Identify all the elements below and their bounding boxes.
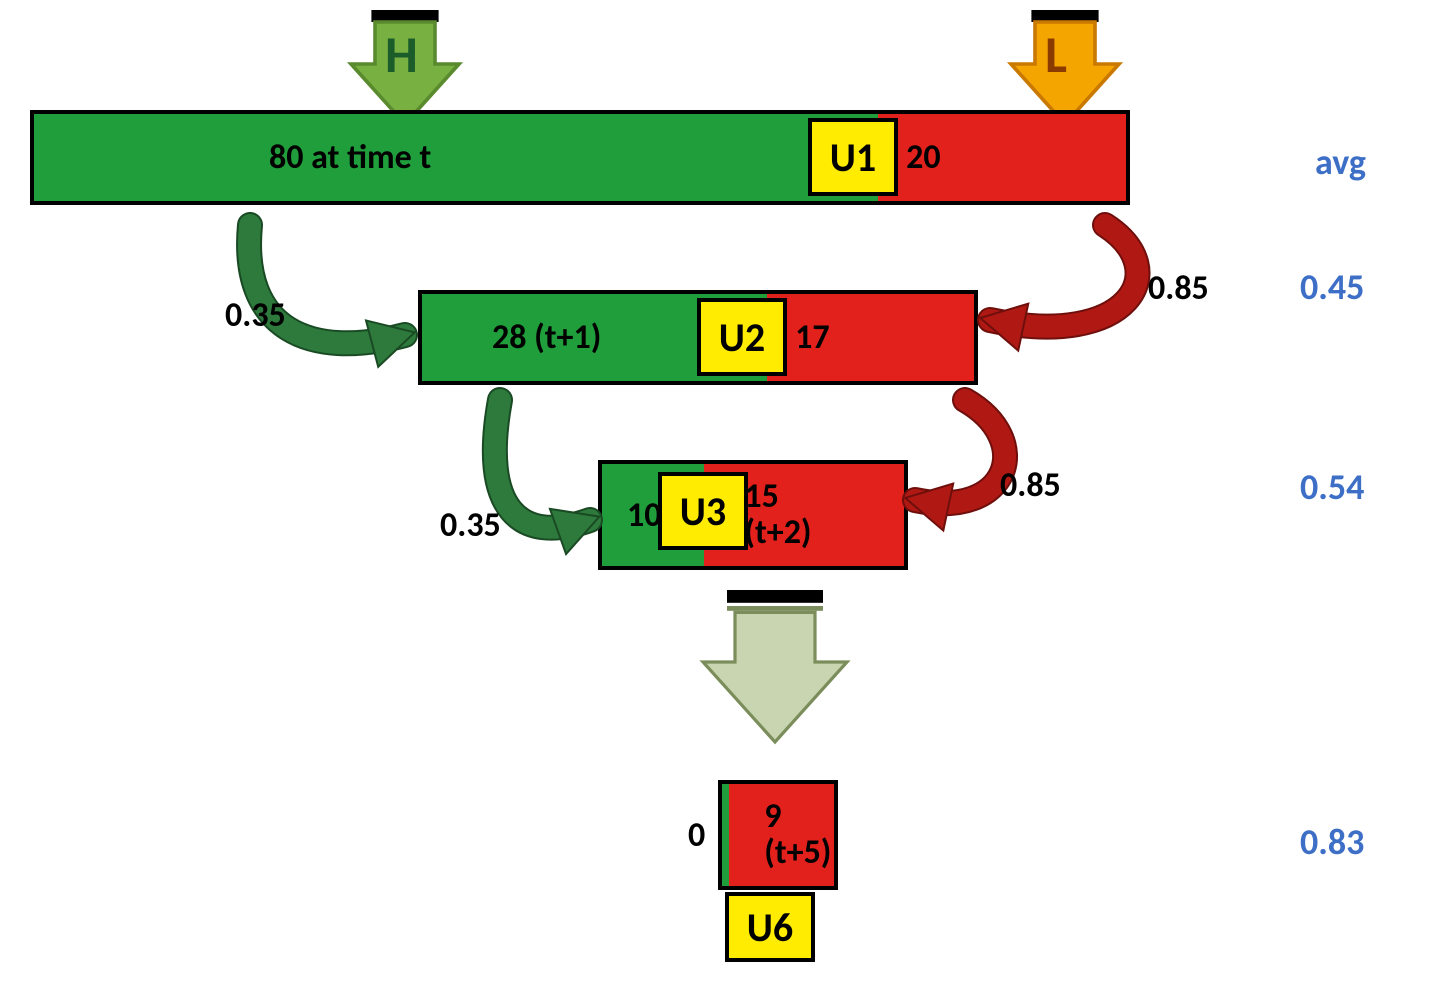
avg-header: avg bbox=[1315, 140, 1366, 184]
coeff-right-2: 0.85 bbox=[1000, 465, 1061, 506]
coeff-left-2: 0.35 bbox=[440, 505, 501, 546]
avg-value-3: 0.83 bbox=[1300, 820, 1364, 864]
coeff-right-1: 0.85 bbox=[1148, 268, 1209, 309]
coeff-left-1: 0.35 bbox=[225, 295, 286, 336]
avg-value-1: 0.45 bbox=[1300, 265, 1364, 309]
avg-value-2: 0.54 bbox=[1300, 465, 1364, 509]
diagram-canvas: HL80 at time t20U128 (t+1)17U21015(t+2)U… bbox=[0, 0, 1455, 992]
curve-arrow-red-2 bbox=[0, 0, 1455, 992]
